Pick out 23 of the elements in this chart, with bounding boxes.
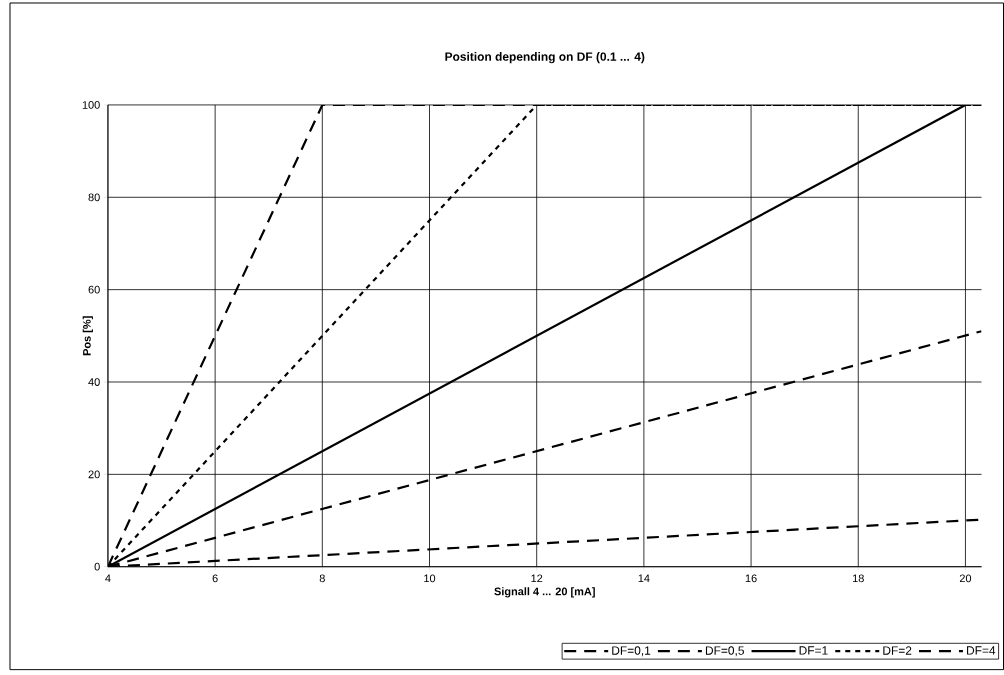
chart-title: Position depending on DF (0.1 ... 4) <box>445 52 645 64</box>
legend-label: DF=0,1 <box>612 646 651 657</box>
x-tick-label: 18 <box>853 574 864 583</box>
legend-label: DF=0,5 <box>705 646 744 657</box>
y-tick-label: 60 <box>88 285 100 294</box>
x-axis-title: Signall 4 ... 20 [mA] <box>494 587 595 598</box>
y-tick-label: 20 <box>88 470 100 479</box>
y-tick-label: 0 <box>94 563 100 571</box>
x-tick-label: 20 <box>959 574 972 583</box>
x-tick-label: 10 <box>424 574 436 583</box>
y-axis-title: Pos [%] <box>82 316 93 356</box>
x-tick-label: 12 <box>531 574 543 583</box>
x-tick-label: 8 <box>319 574 325 583</box>
legend-label: DF=2 <box>883 646 912 655</box>
y-tick-label: 40 <box>88 378 100 387</box>
x-tick-label: 14 <box>638 574 650 583</box>
legend-label: DF=1 <box>799 646 828 655</box>
x-tick-label: 4 <box>105 574 111 583</box>
x-tick-label: 6 <box>212 574 218 583</box>
y-tick-label: 100 <box>82 101 100 109</box>
y-tick-label: 80 <box>88 193 100 202</box>
legend-label: DF=4 <box>967 646 996 655</box>
x-tick-label: 16 <box>745 574 757 583</box>
